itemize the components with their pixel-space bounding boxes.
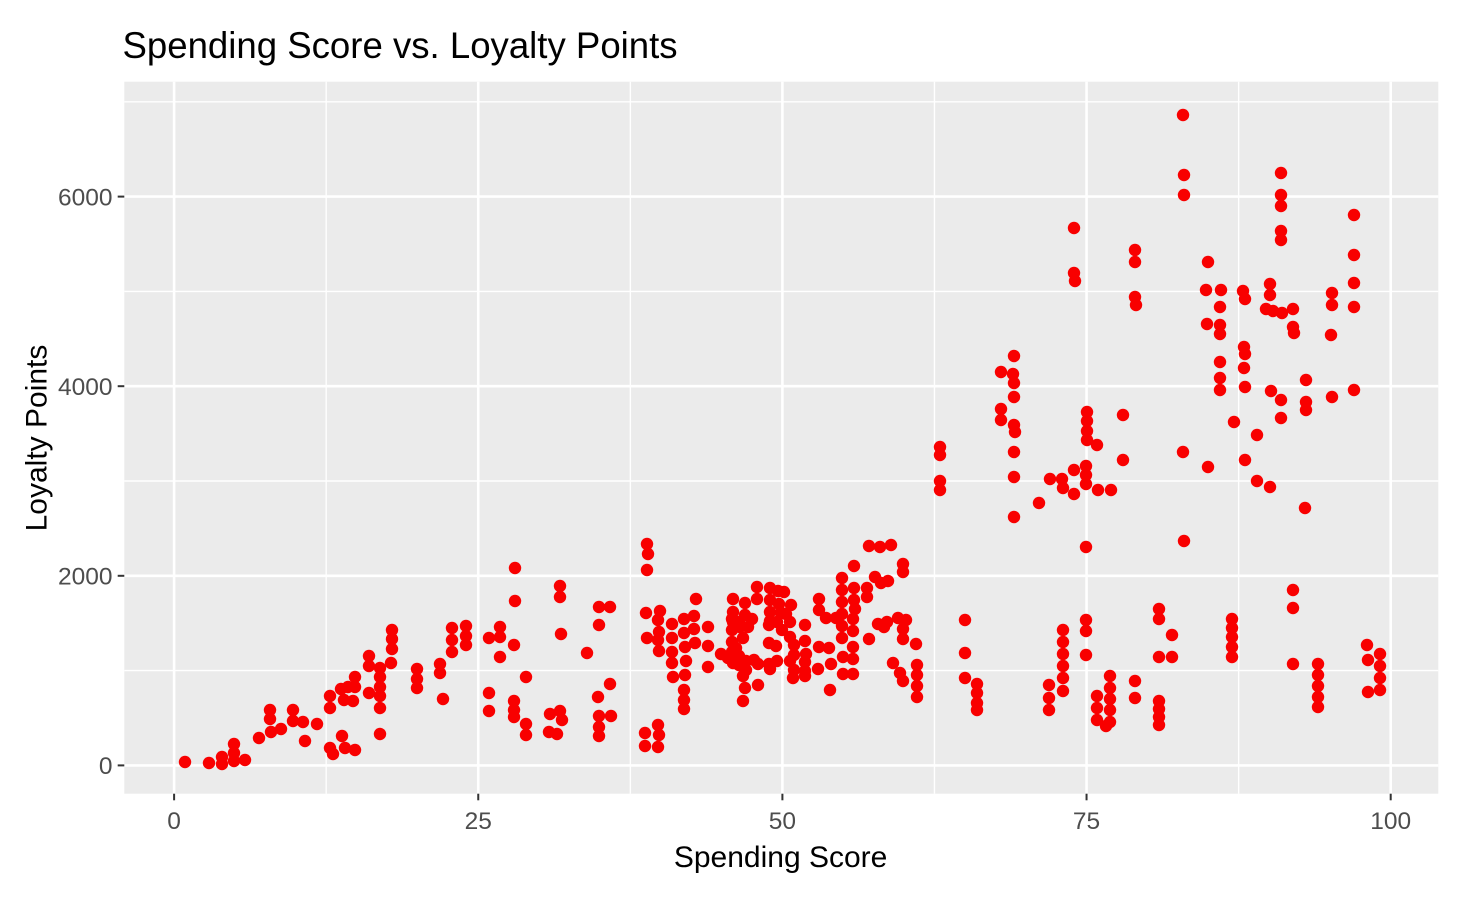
svg-text:Spending Score vs. Loyalty Poi: Spending Score vs. Loyalty Points (123, 25, 678, 66)
svg-text:0: 0 (167, 808, 181, 835)
svg-text:2000: 2000 (58, 564, 113, 591)
svg-text:25: 25 (465, 808, 492, 835)
svg-text:Spending Score: Spending Score (674, 841, 888, 874)
svg-text:Loyalty Points: Loyalty Points (21, 345, 54, 532)
svg-text:75: 75 (1073, 808, 1100, 835)
svg-text:4000: 4000 (58, 374, 113, 401)
svg-text:6000: 6000 (58, 184, 113, 211)
svg-text:50: 50 (769, 808, 796, 835)
svg-text:100: 100 (1370, 808, 1411, 835)
svg-text:0: 0 (99, 753, 113, 780)
